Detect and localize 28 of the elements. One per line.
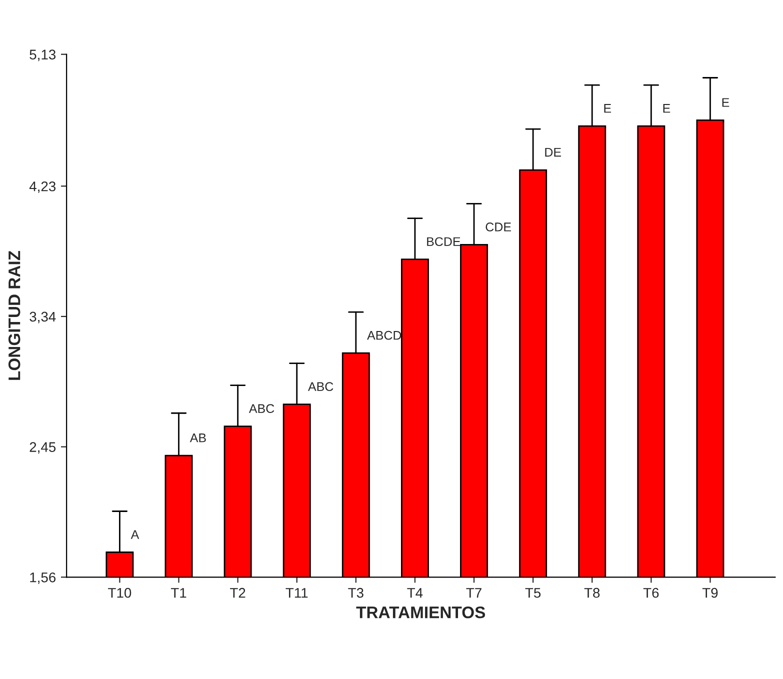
x-tick-label: T8 — [584, 588, 600, 598]
annotation: E — [604, 104, 612, 113]
y-tick-label: 5,13 — [30, 50, 56, 62]
x-tick-label: T4 — [407, 588, 423, 598]
y-tick-label: 1,56 — [30, 572, 56, 584]
x-axis-title: TRATAMIENTOS — [356, 606, 486, 618]
x-tick-label: T9 — [702, 588, 718, 598]
annotation: BCDE — [427, 237, 460, 246]
x-tick-label: T3 — [348, 588, 364, 598]
y-tick-label: 2,45 — [30, 442, 56, 454]
x-tick-label: T11 — [286, 588, 308, 598]
annotation: CDE — [486, 222, 511, 232]
x-tick-label: T5 — [525, 588, 541, 598]
annotation: DE — [545, 148, 561, 157]
annotation: A — [130, 530, 140, 539]
annotation: AB — [190, 434, 206, 442]
x-tick-label: T1 — [170, 588, 186, 598]
y-tick-label: 4,23 — [29, 181, 56, 193]
annotation: ABC — [308, 382, 334, 392]
annotation: ABC — [248, 404, 274, 413]
y-tick-label: 3,34 — [30, 312, 56, 324]
x-tick-label: T10 — [108, 588, 132, 598]
x-tick-label: T7 — [466, 588, 482, 598]
x-tick-label: T2 — [230, 588, 246, 598]
x-tick-label: T6 — [643, 588, 659, 598]
annotation: E — [663, 104, 670, 113]
y-axis-title: LONGITUD RAIZ — [8, 250, 20, 380]
annotation: E — [722, 98, 730, 107]
